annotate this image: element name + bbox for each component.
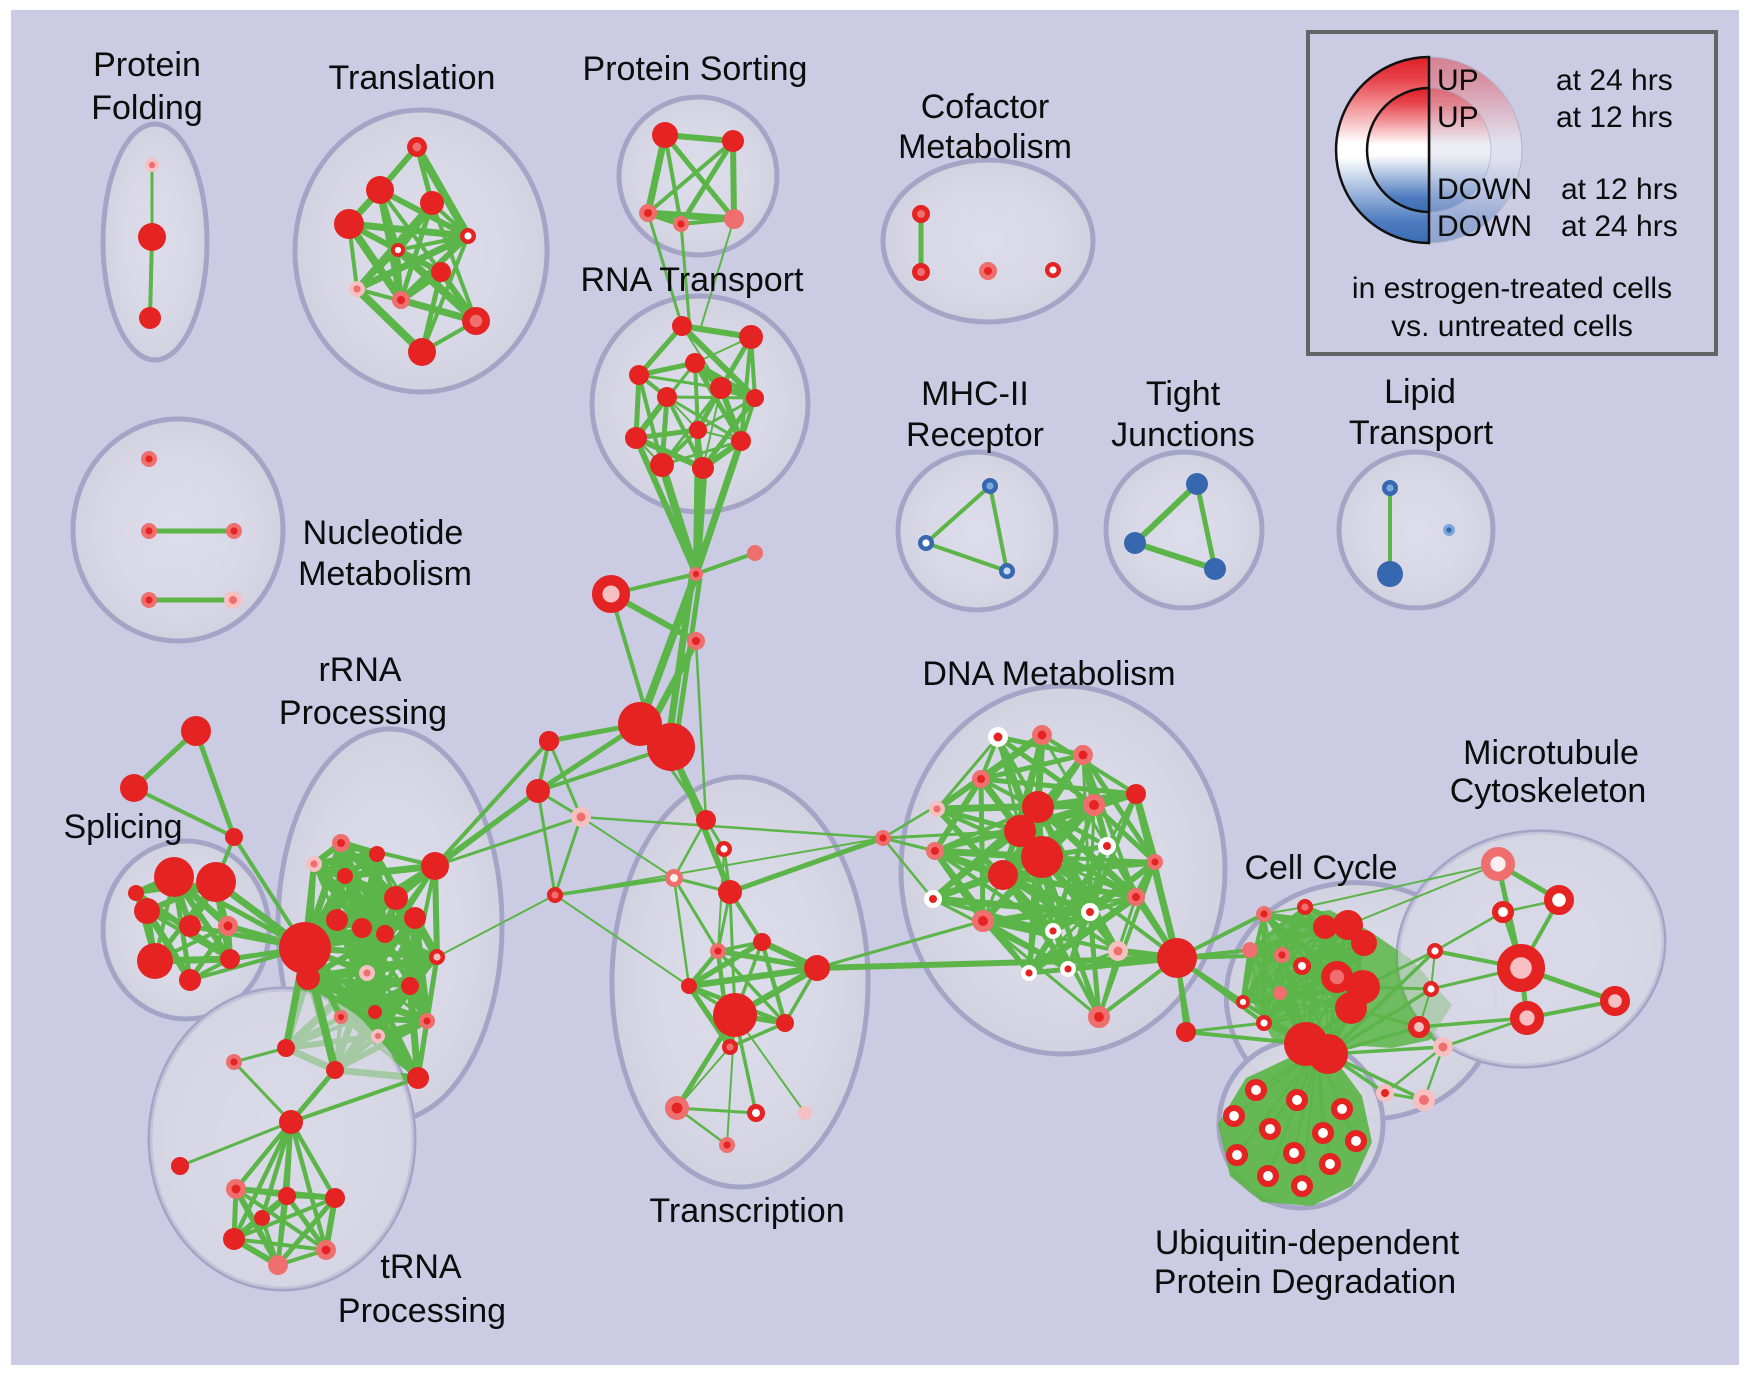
svg-text:rRNA: rRNA	[318, 651, 401, 689]
svg-text:at 12 hrs: at 12 hrs	[1561, 173, 1678, 206]
svg-text:Processing: Processing	[279, 694, 447, 732]
svg-text:UP: UP	[1437, 64, 1479, 97]
svg-text:tRNA: tRNA	[380, 1248, 462, 1286]
svg-text:Receptor: Receptor	[906, 416, 1044, 454]
svg-text:Protein Sorting: Protein Sorting	[583, 50, 808, 88]
svg-text:UP: UP	[1437, 101, 1479, 134]
svg-text:at 24 hrs: at 24 hrs	[1556, 64, 1673, 97]
svg-text:DNA Metabolism: DNA Metabolism	[922, 655, 1175, 693]
svg-text:RNA Transport: RNA Transport	[581, 261, 805, 299]
svg-text:Ubiquitin-dependent: Ubiquitin-dependent	[1155, 1224, 1460, 1262]
svg-text:at 12 hrs: at 12 hrs	[1556, 101, 1673, 134]
svg-text:Cell Cycle: Cell Cycle	[1244, 849, 1397, 887]
svg-text:Microtubule: Microtubule	[1463, 734, 1639, 772]
svg-text:Splicing: Splicing	[63, 808, 182, 846]
svg-text:Processing: Processing	[338, 1292, 506, 1330]
svg-text:Junctions: Junctions	[1111, 416, 1255, 454]
svg-text:Tight: Tight	[1146, 375, 1221, 413]
svg-text:Transcription: Transcription	[649, 1192, 844, 1230]
svg-text:at 24 hrs: at 24 hrs	[1561, 210, 1678, 243]
svg-text:Nucleotide: Nucleotide	[303, 514, 464, 552]
svg-text:DOWN: DOWN	[1437, 210, 1532, 243]
svg-text:Folding: Folding	[91, 89, 203, 127]
svg-text:Protein Degradation: Protein Degradation	[1154, 1263, 1456, 1301]
svg-text:vs. untreated cells: vs. untreated cells	[1391, 310, 1633, 343]
svg-text:Cofactor: Cofactor	[921, 88, 1050, 126]
svg-text:Cytoskeleton: Cytoskeleton	[1450, 772, 1647, 810]
svg-text:Translation: Translation	[329, 59, 496, 97]
svg-text:Transport: Transport	[1349, 414, 1494, 452]
svg-text:Lipid: Lipid	[1384, 373, 1456, 411]
svg-text:MHC-II: MHC-II	[921, 375, 1029, 413]
svg-text:in estrogen-treated cells: in estrogen-treated cells	[1352, 272, 1672, 305]
svg-text:Metabolism: Metabolism	[898, 128, 1072, 166]
svg-text:Protein: Protein	[93, 46, 201, 84]
svg-text:DOWN: DOWN	[1437, 173, 1532, 206]
svg-text:Metabolism: Metabolism	[298, 555, 472, 593]
